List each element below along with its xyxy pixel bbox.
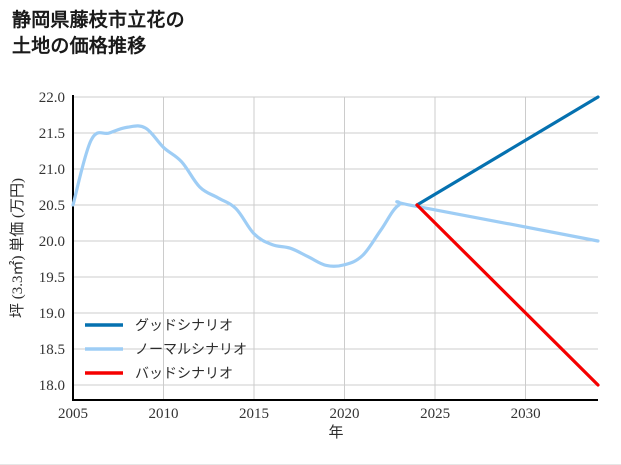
plot-axes xyxy=(71,95,598,402)
legend-label: バッドシナリオ xyxy=(135,367,233,382)
x-tick-label: 2015 xyxy=(239,406,269,422)
legend-label: ノーマルシナリオ xyxy=(135,343,247,358)
x-tick-label: 2005 xyxy=(58,406,88,422)
y-axis-title: 坪 (3.3㎡) 単価 (万円) xyxy=(9,178,26,318)
page-title: 静岡県藤枝市立花の 土地の価格推移 xyxy=(12,10,185,57)
x-axis-title: 年 xyxy=(328,424,343,441)
x-tick-label: 2020 xyxy=(330,406,360,422)
series-line xyxy=(415,203,600,387)
y-tick-label: 19.5 xyxy=(39,270,65,286)
x-tick-label: 2025 xyxy=(420,406,450,422)
y-tick-label: 19.0 xyxy=(39,306,65,322)
y-tick-label: 22.0 xyxy=(39,90,65,106)
y-tick-label: 18.5 xyxy=(39,342,65,358)
legend-label: グッドシナリオ xyxy=(135,318,233,334)
data-series xyxy=(71,95,600,387)
x-tick-labels: 2005 2010 2015 2020 2025 2030 xyxy=(58,406,541,422)
x-tick-label: 2010 xyxy=(149,406,179,422)
y-tick-labels: 18.0 18.5 19.0 19.5 20.0 20.5 21.0 21.5 22.0 xyxy=(39,90,65,394)
series-line xyxy=(415,95,600,207)
y-tick-label: 21.5 xyxy=(39,126,65,142)
series-line xyxy=(71,124,600,268)
y-tick-label: 20.0 xyxy=(39,234,65,250)
y-tick-label: 18.0 xyxy=(39,378,65,394)
x-tick-label: 2030 xyxy=(511,406,541,422)
y-tick-label: 20.5 xyxy=(39,198,65,214)
y-tick-label: 21.0 xyxy=(39,162,65,178)
